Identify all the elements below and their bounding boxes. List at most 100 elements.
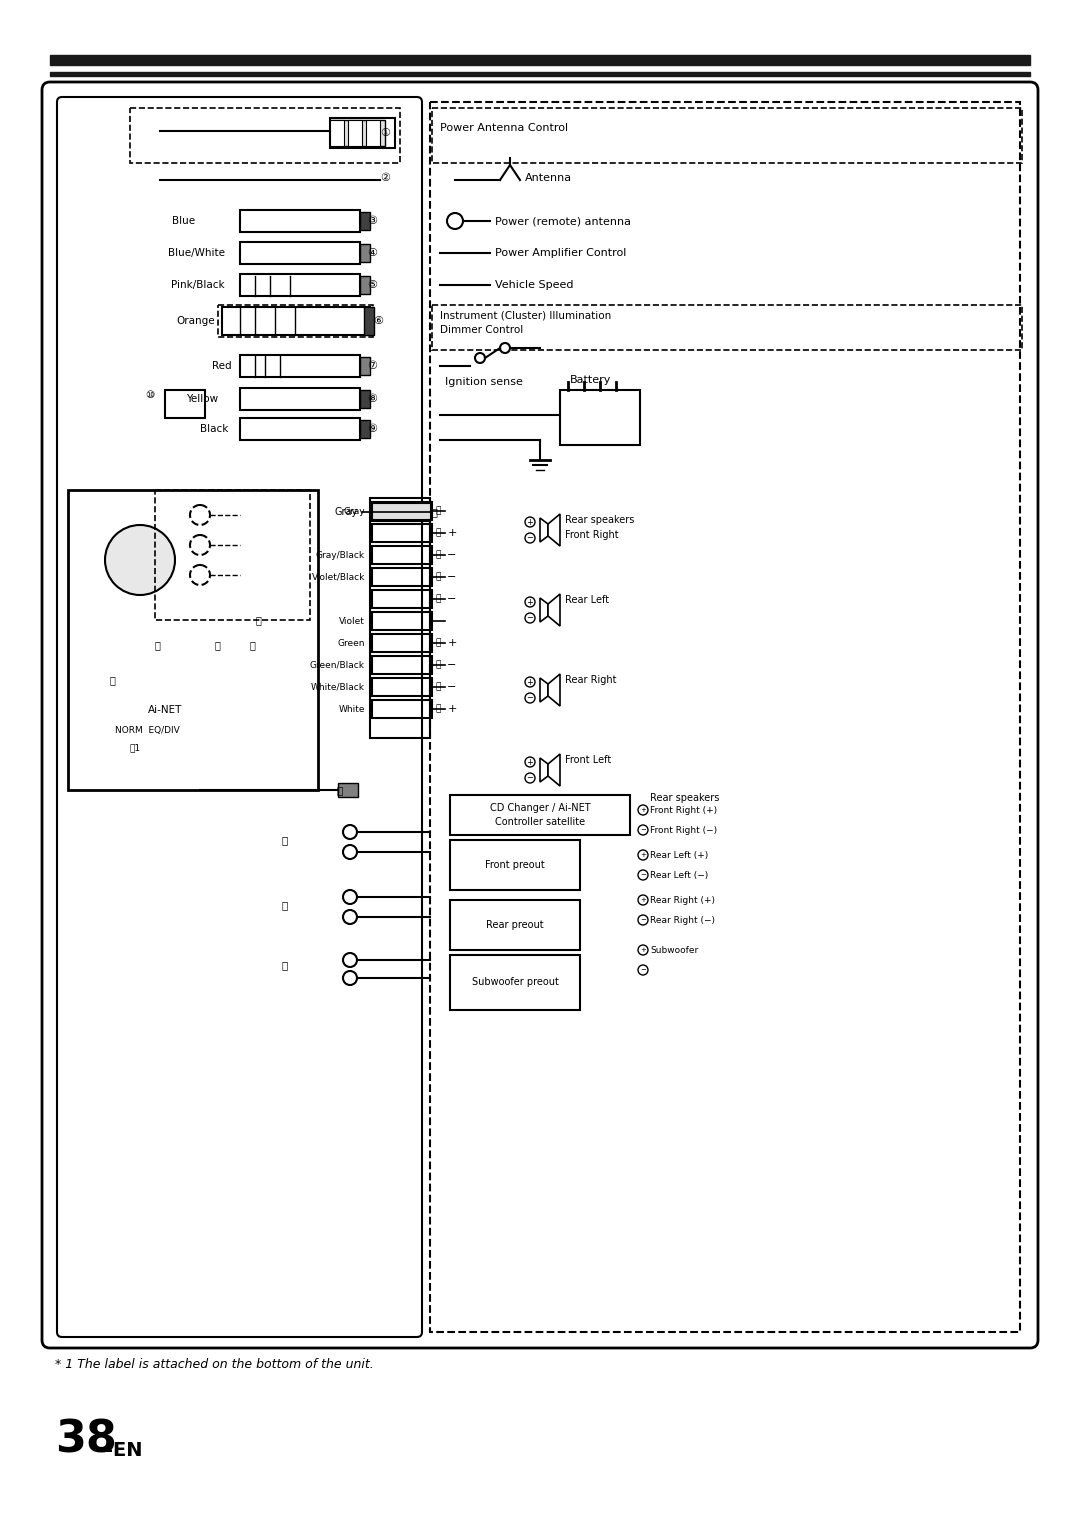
Circle shape (638, 806, 648, 815)
Bar (370, 503, 430, 521)
Text: Rear Left (+): Rear Left (+) (650, 850, 708, 859)
Circle shape (447, 213, 463, 228)
Text: −: − (447, 550, 457, 560)
Polygon shape (540, 678, 548, 702)
Circle shape (343, 953, 357, 967)
Circle shape (525, 678, 535, 687)
Text: Rear speakers: Rear speakers (650, 793, 719, 803)
Text: −: − (447, 594, 457, 605)
Text: Vehicle Speed: Vehicle Speed (495, 280, 573, 289)
Circle shape (190, 506, 210, 525)
Text: ③: ③ (367, 216, 377, 225)
Bar (50, 55, 1030, 65)
Circle shape (105, 525, 175, 595)
Polygon shape (548, 675, 561, 707)
Bar (218, 305, 373, 337)
Bar (50, 72, 1030, 76)
Text: NORM  EQ/DIV: NORM EQ/DIV (114, 725, 179, 734)
Bar (240, 274, 360, 295)
Text: −: − (640, 873, 646, 877)
Text: Green: Green (337, 638, 365, 647)
Text: Blue: Blue (172, 216, 195, 225)
Bar (372, 524, 432, 542)
Text: ⑩: ⑩ (146, 390, 156, 401)
Circle shape (343, 972, 357, 985)
Bar (156, 490, 310, 620)
Text: −: − (447, 573, 457, 582)
Text: ⑳: ⑳ (435, 705, 441, 713)
Text: ㉔: ㉔ (282, 959, 288, 970)
Text: ⑯: ⑯ (435, 594, 441, 603)
Text: Pink/Black: Pink/Black (172, 280, 225, 289)
Bar (222, 308, 370, 335)
Text: ⑬: ⑬ (435, 528, 441, 538)
Text: ⑥: ⑥ (373, 315, 383, 326)
Bar (360, 212, 370, 230)
Text: ⑪: ⑪ (255, 615, 261, 624)
Text: Power Amplifier Control: Power Amplifier Control (495, 248, 626, 257)
Text: Rear Right (+): Rear Right (+) (650, 896, 715, 905)
Text: ⑫: ⑫ (435, 507, 441, 515)
Polygon shape (548, 513, 561, 547)
Text: White: White (338, 705, 365, 713)
Bar (240, 417, 360, 440)
Text: ⑰: ⑰ (435, 638, 441, 647)
Bar (330, 120, 345, 146)
Text: Subwoofer preout: Subwoofer preout (472, 976, 558, 987)
Circle shape (638, 915, 648, 924)
Polygon shape (548, 594, 561, 626)
Bar (450, 841, 580, 889)
Text: Violet/Black: Violet/Black (312, 573, 365, 582)
Bar (360, 356, 370, 375)
Text: +: + (527, 757, 534, 766)
Text: −: − (447, 682, 457, 691)
Text: Rear speakers: Rear speakers (565, 515, 634, 525)
Text: ⑱: ⑱ (435, 661, 441, 670)
Bar (372, 678, 432, 696)
Bar (372, 589, 432, 608)
Circle shape (525, 612, 535, 623)
Text: Violet: Violet (339, 617, 365, 626)
Circle shape (190, 535, 210, 554)
Bar (561, 390, 640, 445)
Text: −: − (527, 774, 534, 783)
Text: −: − (527, 693, 534, 702)
Text: ⑮: ⑮ (435, 573, 441, 582)
Circle shape (525, 757, 535, 768)
Text: Subwoofer: Subwoofer (650, 946, 699, 955)
Text: White/Black: White/Black (311, 682, 365, 691)
Circle shape (343, 889, 357, 905)
Text: Gray: Gray (343, 507, 365, 515)
Text: ㉓: ㉓ (215, 640, 221, 650)
Text: ⑫: ⑫ (431, 507, 437, 516)
Circle shape (525, 597, 535, 608)
Text: Orange: Orange (176, 315, 215, 326)
Circle shape (343, 825, 357, 839)
Text: −: − (640, 967, 646, 973)
Text: Blue/White: Blue/White (168, 248, 225, 257)
Text: +: + (640, 947, 646, 953)
Bar (330, 120, 384, 146)
Bar (240, 210, 360, 231)
Circle shape (638, 870, 648, 880)
Polygon shape (548, 754, 561, 786)
Bar (450, 955, 580, 1010)
Text: −: − (640, 917, 646, 923)
Text: Black: Black (200, 423, 228, 434)
Text: ①: ① (380, 128, 390, 139)
Text: Yellow: Yellow (186, 394, 218, 404)
Bar (364, 308, 374, 335)
Bar (432, 305, 1022, 350)
Text: ㉑: ㉑ (337, 784, 343, 795)
Bar (372, 634, 432, 652)
Text: ⑦: ⑦ (367, 361, 377, 372)
Text: * 1 The label is attached on the bottom of the unit.: * 1 The label is attached on the bottom … (55, 1359, 374, 1372)
Text: +: + (640, 807, 646, 813)
Circle shape (638, 966, 648, 975)
Bar (372, 547, 432, 564)
Bar (360, 420, 370, 439)
Polygon shape (540, 758, 548, 781)
Circle shape (525, 533, 535, 544)
Bar (432, 108, 1022, 163)
Text: Front Right: Front Right (565, 530, 619, 541)
